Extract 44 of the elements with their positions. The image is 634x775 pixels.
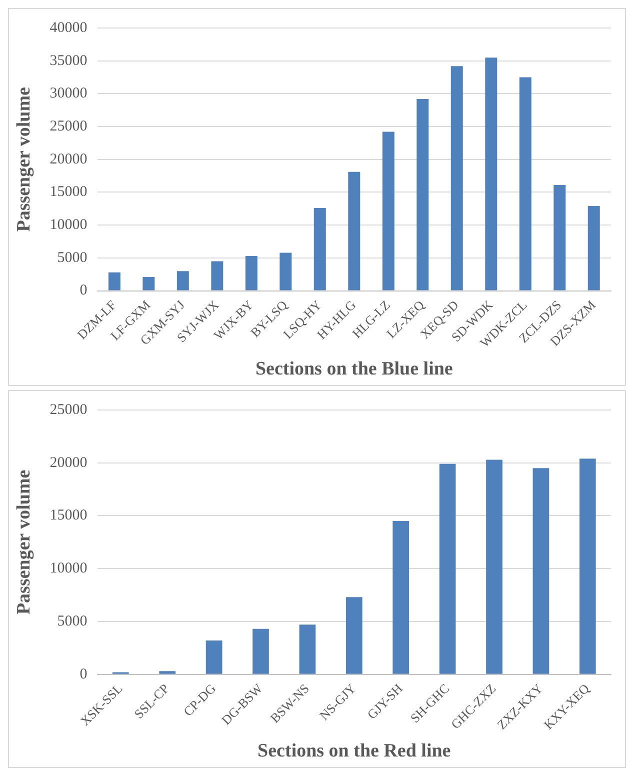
- bar: [579, 458, 596, 674]
- y-tick-label: 5000: [57, 250, 88, 266]
- bar: [142, 276, 155, 290]
- bar: [299, 624, 316, 674]
- bar: [108, 272, 120, 290]
- y-tick-label: 0: [80, 666, 88, 682]
- y-tick-label: 5000: [57, 613, 88, 630]
- y-tick-label: 20000: [50, 151, 88, 168]
- y-tick-label: 15000: [50, 184, 88, 200]
- bar: [416, 98, 429, 290]
- y-axis-title: Passenger volume: [13, 87, 34, 232]
- bar: [245, 256, 258, 290]
- bar: [159, 671, 176, 674]
- y-tick-label: 30000: [50, 86, 88, 102]
- bar: [439, 464, 456, 674]
- y-tick-label: 25000: [50, 402, 88, 418]
- bar: [176, 271, 189, 290]
- bar: [532, 468, 550, 674]
- bar: [519, 77, 532, 290]
- bar: [280, 252, 292, 290]
- bar: [252, 628, 269, 674]
- y-tick-label: 15000: [50, 508, 88, 524]
- y-tick-label: 20000: [50, 454, 88, 471]
- bar: [450, 66, 463, 290]
- bar: [554, 185, 566, 290]
- bar: [206, 640, 222, 674]
- bar: [346, 597, 362, 674]
- y-tick-label: 10000: [50, 217, 88, 234]
- bar: [314, 208, 326, 290]
- y-tick-label: 35000: [50, 52, 88, 69]
- bar: [382, 132, 394, 290]
- y-tick-label: 25000: [50, 118, 88, 134]
- y-tick-label: 40000: [50, 20, 88, 36]
- bar: [348, 172, 360, 290]
- y-tick-label: 10000: [50, 560, 88, 577]
- x-axis-title: Sections on the Red line: [258, 740, 451, 762]
- x-axis-title: Sections on the Blue line: [255, 358, 453, 380]
- bar: [211, 261, 224, 290]
- bar: [485, 58, 498, 290]
- bar: [486, 460, 502, 674]
- y-tick-label: 0: [80, 282, 88, 299]
- bar: [588, 206, 600, 290]
- y-axis-title: Passenger volume: [13, 470, 34, 615]
- bar: [392, 521, 410, 674]
